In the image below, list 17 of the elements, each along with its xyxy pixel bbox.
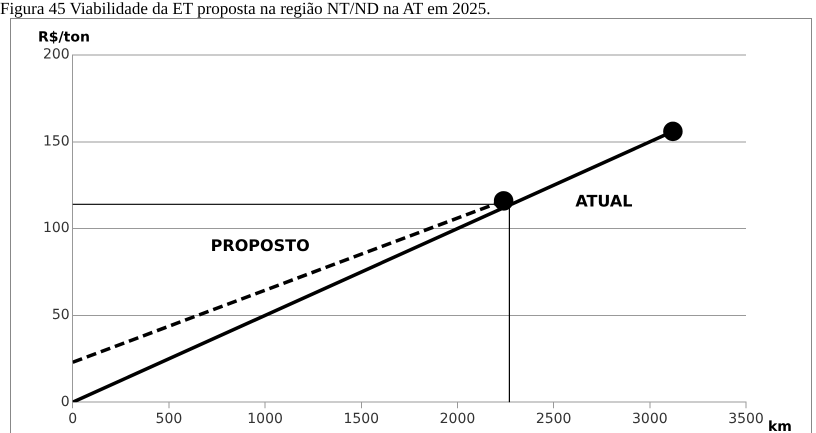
x-tick-label: 500 bbox=[156, 411, 182, 428]
x-axis-title: km bbox=[768, 418, 792, 433]
y-tick-label: 0 bbox=[60, 394, 70, 410]
series-label: PROPOSTO bbox=[210, 236, 310, 256]
x-tick-label: 1500 bbox=[343, 411, 380, 428]
x-tick-label: 1000 bbox=[247, 411, 283, 428]
x-tick-label: 3000 bbox=[632, 411, 668, 428]
chart-title: Figura 45 Viabilidade da ET proposta na região NT/ND na AT em 2025. bbox=[0, 0, 492, 18]
y-tick-label: 100 bbox=[42, 220, 70, 236]
y-tick-label: 50 bbox=[52, 307, 70, 324]
y-axis-title: R$/ton bbox=[38, 30, 90, 46]
y-tick-label: 200 bbox=[42, 46, 70, 63]
x-tick-label: 2000 bbox=[440, 411, 476, 428]
y-tick-label: 150 bbox=[42, 133, 70, 150]
series-label: ATUAL bbox=[575, 192, 632, 211]
x-tick-label: 2500 bbox=[536, 411, 572, 428]
x-tick-label: 3500 bbox=[728, 411, 764, 428]
